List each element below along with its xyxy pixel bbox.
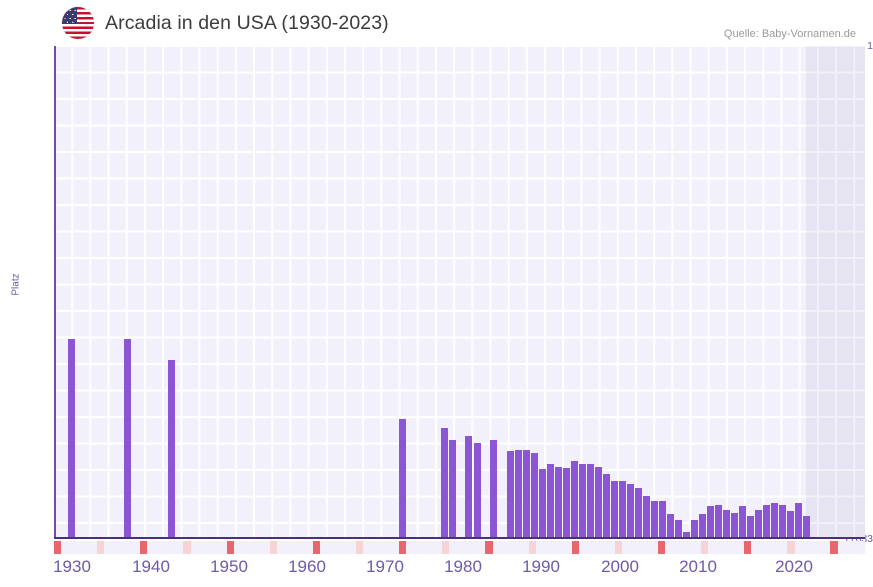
bar[interactable] [539,469,547,539]
x-axis-marker-cell [442,541,450,554]
x-axis-tick-label: 1970 [366,557,404,576]
us-flag-icon [62,7,94,39]
bar[interactable] [531,453,539,539]
bar[interactable] [651,501,659,539]
bar[interactable] [595,467,603,539]
x-axis-marker-cell [701,541,709,554]
x-axis-tick-label: 1940 [132,557,170,576]
x-axis-tick-label: 2020 [775,557,813,576]
bar[interactable] [490,440,498,539]
bar[interactable] [563,468,571,539]
bars-layer [54,46,865,539]
x-axis-marker-cell [657,541,666,554]
x-axis-marker-cell [571,541,579,554]
y-axis-title: Platz [10,273,22,296]
bar[interactable] [579,464,587,539]
title-group: Arcadia in den USA (1930-2023) [62,7,389,39]
x-axis-marker-cell [355,541,364,554]
x-axis-tick-label: 2010 [679,557,717,576]
x-axis-tick-label: 1950 [210,557,248,576]
bar[interactable] [675,520,683,539]
x-axis-marker-cell [140,541,148,554]
bar[interactable] [627,484,635,539]
x-axis-marker-cell [54,541,62,554]
x-axis-marker-cell [830,541,838,554]
bar[interactable] [555,467,563,539]
x-axis-tick-label: 2000 [601,557,639,576]
bar[interactable] [507,451,515,539]
bar[interactable] [449,440,457,539]
bar[interactable] [731,513,739,539]
x-axis-labels: 1930 1940 1950 1960 1970 1980 1990 2000 2010 2020 [0,557,873,587]
bar[interactable] [515,450,523,539]
bar[interactable] [707,506,715,539]
x-axis-marker-strip [54,541,865,554]
y-axis-tick-top: 1 [867,40,873,52]
chart-source-label: Quelle: Baby-Vornamen.de [723,28,856,40]
bar[interactable] [124,339,132,539]
bar[interactable] [611,481,619,539]
bar[interactable] [739,506,747,539]
bar[interactable] [659,501,667,539]
plot-area [54,46,865,539]
x-axis-marker-cell [183,541,191,554]
bar[interactable] [441,428,449,539]
x-axis-marker-cell [787,541,795,554]
x-axis-marker-cell [312,541,321,554]
bar[interactable] [635,488,643,539]
bar[interactable] [803,516,811,539]
y-axis-line [54,46,56,539]
bar[interactable] [779,505,787,539]
bar[interactable] [68,339,76,539]
bar[interactable] [787,511,795,539]
bar[interactable] [587,464,595,539]
bar[interactable] [763,505,771,539]
bar[interactable] [699,514,707,539]
x-axis-marker-cell [226,541,234,554]
bar[interactable] [399,419,407,539]
bar[interactable] [747,516,755,539]
bar[interactable] [755,510,763,539]
bar[interactable] [771,503,779,539]
bar[interactable] [523,450,531,539]
bar[interactable] [619,481,627,539]
x-axis-marker-cell [528,541,536,554]
bar[interactable] [474,443,482,539]
x-axis-marker-cell [485,541,493,554]
bar[interactable] [643,496,651,539]
x-axis-tick-label: 1990 [522,557,560,576]
bar[interactable] [465,436,473,539]
x-axis-tick-label: 1960 [288,557,326,576]
x-axis-marker-cell [399,541,407,554]
bar[interactable] [795,503,803,539]
plot-grid-background [54,46,865,539]
x-axis-tick-label: 1930 [53,557,91,576]
bar[interactable] [667,514,675,539]
bar[interactable] [691,520,699,539]
x-axis-marker-cell [614,541,623,554]
x-axis-line [54,537,865,539]
x-axis-marker-cell [744,541,752,554]
bar[interactable] [603,474,611,539]
bar[interactable] [571,461,579,539]
x-axis-tick-label: 1980 [444,557,482,576]
bar[interactable] [715,505,723,539]
bar[interactable] [547,464,555,539]
chart-header: Arcadia in den USA (1930-2023) Quelle: B… [0,0,873,46]
chart-title: Arcadia in den USA (1930-2023) [105,11,389,34]
bar[interactable] [723,510,731,539]
bar[interactable] [683,532,691,539]
bar[interactable] [168,360,176,539]
x-axis-marker-cell [269,541,277,554]
x-axis-marker-cell [97,541,105,554]
